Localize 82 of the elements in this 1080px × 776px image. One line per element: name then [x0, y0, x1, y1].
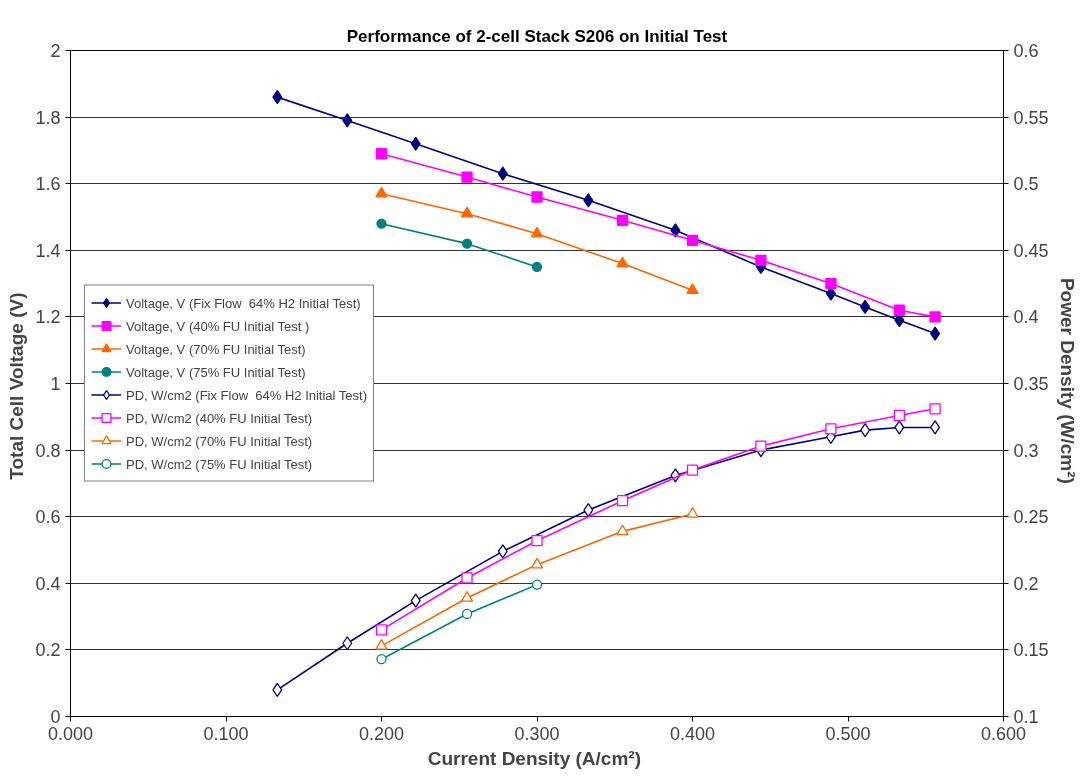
point: [342, 113, 353, 128]
x-tick-label: 0.300: [514, 723, 560, 744]
point: [461, 171, 473, 183]
point: [530, 226, 544, 238]
point: [686, 283, 699, 295]
point: [375, 638, 388, 650]
point: [376, 218, 387, 229]
point: [670, 223, 681, 238]
legend-label: PD, W/cm2 (Fix Flow 64% H2 Initial Test): [126, 386, 368, 405]
y2-tick-label: 0.2: [1013, 573, 1039, 594]
legend-label: PD, W/cm2 (70% FU Initial Test): [126, 432, 313, 451]
point: [825, 423, 837, 435]
y-tick-label: 1.8: [35, 107, 61, 128]
point: [616, 524, 629, 536]
y2-tick-label: 0.45: [1013, 240, 1049, 261]
point: [531, 191, 543, 203]
point: [375, 186, 388, 198]
x-axis-title: Current Density (A/cm²): [427, 747, 641, 769]
legend-label: Voltage, V (Fix Flow 64% H2 Initial Test): [126, 294, 361, 313]
x-tick-label: 0.200: [358, 723, 405, 744]
point: [616, 214, 629, 226]
y2-axis-title: Power Density (W/cm²): [1056, 277, 1078, 484]
y2-tick-label: 0.15: [1013, 640, 1049, 661]
point: [410, 136, 421, 151]
legend-label: PD, W/cm2 (75% FU Initial Test): [126, 455, 313, 474]
y-tick-label: 1.2: [35, 307, 61, 328]
y-tick-label: 0.8: [35, 440, 61, 461]
x-tick-label: 0.500: [825, 723, 871, 744]
y2-tick-label: 0.6: [1013, 41, 1039, 61]
point: [342, 636, 353, 651]
point: [929, 311, 941, 323]
point: [531, 261, 543, 273]
point: [825, 277, 837, 290]
y-tick-label: 1: [50, 374, 61, 394]
point: [930, 326, 941, 341]
point: [583, 193, 594, 208]
y-tick-label: 0.2: [35, 640, 61, 661]
point: [460, 590, 474, 602]
point: [930, 420, 941, 435]
point: [530, 557, 544, 569]
legend-label: Voltage, V (40% FU Initial Test ): [126, 317, 310, 336]
point: [616, 256, 629, 268]
x-tick-label: 0.400: [669, 723, 716, 744]
point: [894, 420, 905, 435]
point: [461, 608, 473, 620]
point: [893, 409, 905, 422]
point: [616, 495, 629, 507]
y2-tick-label: 0.3: [1013, 440, 1039, 461]
y2-tick-label: 0.4: [1013, 307, 1039, 328]
point: [686, 507, 699, 518]
point: [531, 535, 543, 547]
point: [686, 464, 699, 476]
x-tick-label: 0.100: [203, 723, 249, 744]
y2-tick-label: 0.25: [1013, 507, 1049, 528]
point: [460, 206, 474, 218]
y-tick-label: 1.6: [35, 174, 61, 195]
point: [893, 304, 905, 316]
chart-title: Performance of 2-cell Stack S206 on Initial Test: [346, 26, 728, 46]
legend-label: Voltage, V (75% FU Initial Test): [126, 363, 306, 382]
y2-tick-label: 0.5: [1013, 174, 1039, 195]
point: [410, 593, 421, 608]
point: [686, 234, 699, 246]
y-tick-label: 1.4: [35, 240, 61, 261]
point: [929, 403, 941, 415]
point: [375, 148, 388, 160]
y-tick-label: 0.4: [35, 573, 61, 594]
point: [497, 544, 508, 559]
point: [755, 254, 767, 266]
point: [461, 572, 473, 584]
point: [497, 166, 508, 181]
legend-label: PD, W/cm2 (40% FU Initial Test): [126, 409, 313, 428]
point: [755, 440, 767, 452]
point: [461, 238, 473, 249]
y-tick-label: 0.6: [35, 507, 61, 528]
y2-tick-label: 0.35: [1013, 374, 1049, 394]
point: [531, 579, 543, 590]
y-axis-title: Total Cell Voltage (V): [6, 292, 28, 480]
y-tick-label: 2: [50, 41, 61, 61]
legend-label: Voltage, V (70% FU Initial Test): [126, 340, 306, 359]
y2-tick-label: 0.55: [1013, 107, 1049, 128]
point: [375, 624, 388, 636]
point: [376, 654, 387, 665]
